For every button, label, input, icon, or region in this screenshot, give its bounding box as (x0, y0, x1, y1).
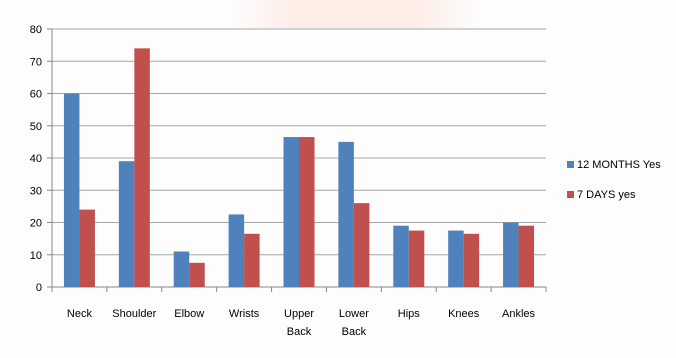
x-tick-label: Lower Back (339, 308, 369, 338)
y-tick-label: 40 (30, 153, 42, 165)
bar-12-months-lower-back (338, 141, 354, 287)
y-tick-label: 0 (36, 282, 42, 294)
bar-7-days-lower-back (353, 203, 370, 287)
x-tick-label: Hips (398, 308, 421, 320)
watermark (230, 0, 480, 28)
y-tick-label: 50 (30, 121, 42, 133)
bar-7-days-elbow (189, 262, 205, 287)
tick-labels: 0 10 20 30 40 50 60 70 80 Neck Shoulder Elbow Wrists… (30, 24, 536, 338)
legend: 12 MONTHS Yes 7 DAYS yes (567, 159, 661, 201)
x-tick-label: Upper Back (284, 308, 314, 338)
bar-12-months-hips (393, 225, 409, 287)
bar-12-months-knees (448, 230, 464, 287)
legend-label: 7 DAYS yes (577, 189, 636, 201)
y-tick-label: 60 (30, 89, 42, 101)
bar-12-months-shoulder (118, 161, 135, 287)
bar-7-days-knees (463, 233, 480, 287)
y-tick-label: 70 (30, 56, 42, 68)
x-tick-label: Wrists (229, 308, 260, 320)
bar-7-days-ankles (518, 225, 535, 287)
legend-label: 12 MONTHS Yes (577, 159, 661, 171)
bar-12-months-neck (63, 93, 80, 287)
bar-12-months-upper-back (283, 137, 299, 287)
x-tick-label: Ankles (502, 308, 536, 320)
bar-7-days-upper-back (299, 137, 315, 287)
x-tick-label: Elbow (174, 308, 204, 320)
bar-7-days-neck (79, 209, 95, 287)
bar-12-months-elbow (173, 251, 190, 287)
bar-7-days-shoulder (134, 48, 150, 287)
bar-7-days-wrists (244, 233, 260, 287)
legend-swatch (567, 161, 574, 168)
bars (63, 48, 535, 287)
legend-swatch (567, 191, 574, 198)
bar-12-months-wrists (228, 214, 245, 287)
y-tick-label: 80 (30, 24, 42, 36)
y-tick-label: 10 (30, 250, 42, 262)
y-tick-label: 30 (30, 185, 42, 197)
x-tick-label: Neck (67, 308, 93, 320)
bar-12-months-ankles (503, 222, 519, 287)
x-tick-label: Shoulder (112, 308, 156, 320)
y-tick-label: 20 (30, 218, 42, 230)
bar-7-days-hips (408, 230, 425, 287)
x-tick-label: Knees (448, 308, 480, 320)
